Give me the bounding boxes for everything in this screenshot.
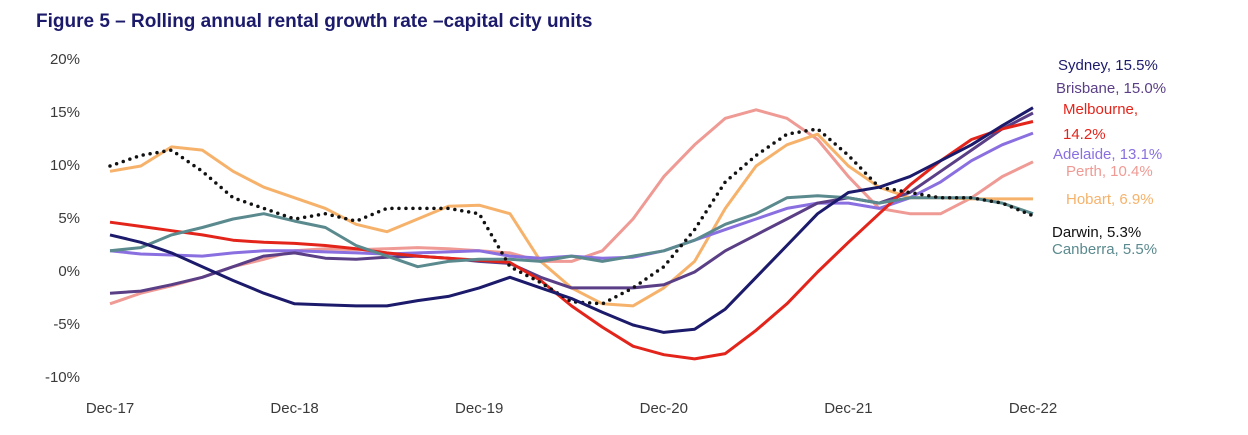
series-line — [109, 106, 1034, 334]
series-line — [109, 194, 1034, 269]
y-tick-label: 10% — [50, 157, 80, 174]
chart-title: Figure 5 – Rolling annual rental growth … — [36, 11, 592, 32]
series-line — [109, 131, 1034, 260]
y-tick-label: 5% — [58, 210, 80, 227]
x-tick-label: Dec-20 — [640, 400, 688, 417]
series-line — [109, 120, 1034, 361]
end-label: Perth, 10.4% — [1066, 163, 1153, 180]
end-label: Canberra, 5.5% — [1052, 241, 1157, 258]
x-tick-label: Dec-19 — [455, 400, 503, 417]
end-label: Melbourne, — [1063, 101, 1138, 118]
end-label: Hobart, 6.9% — [1066, 191, 1154, 208]
series-line — [109, 108, 1034, 306]
end-label: Sydney, 15.5% — [1058, 57, 1158, 74]
end-label: 14.2% — [1063, 126, 1106, 143]
y-tick-label: -10% — [45, 369, 80, 386]
end-label: Adelaide, 13.1% — [1053, 146, 1162, 163]
end-label: Brisbane, 15.0% — [1056, 80, 1166, 97]
x-tick-label: Dec-18 — [270, 400, 318, 417]
y-tick-label: 0% — [58, 263, 80, 280]
y-tick-label: 20% — [50, 51, 80, 68]
x-tick-label: Dec-17 — [86, 400, 134, 417]
x-tick-label: Dec-22 — [1009, 400, 1057, 417]
y-tick-label: -5% — [53, 316, 80, 333]
x-tick-label: Dec-21 — [824, 400, 872, 417]
series-line — [109, 132, 1033, 308]
y-tick-label: 15% — [50, 104, 80, 121]
end-label: Darwin, 5.3% — [1052, 224, 1141, 241]
